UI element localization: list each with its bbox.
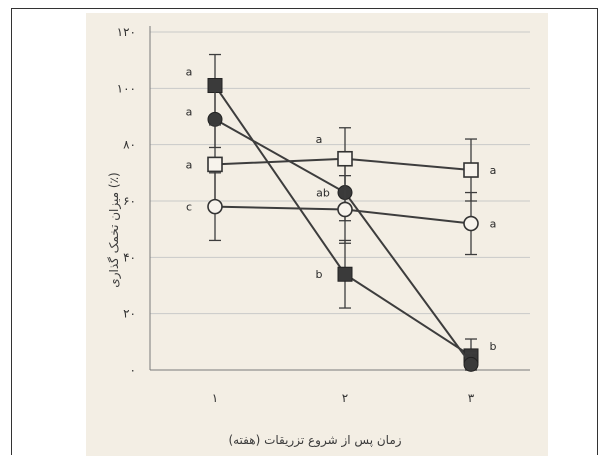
- y-tick-label: ۸۰: [123, 138, 136, 152]
- significance-label: a: [490, 164, 497, 177]
- significance-label: ab: [316, 187, 330, 200]
- x-tick-label: ۱: [212, 391, 218, 405]
- significance-label: a: [186, 105, 193, 118]
- y-tick-label: ۱۲۰: [117, 25, 136, 39]
- significance-label: a: [186, 158, 193, 171]
- data-point-square-open: [207, 156, 223, 173]
- data-point-square-open: [337, 150, 353, 167]
- series-open-circle: [207, 172, 479, 256]
- data-series: [207, 53, 479, 372]
- data-point-circle-open: [207, 198, 223, 215]
- significance-label: b: [490, 340, 497, 353]
- y-tick-label: ۴۰: [123, 250, 136, 264]
- data-point-square-filled: [337, 266, 353, 282]
- x-tick-labels: ۱ ۲ ۳: [212, 391, 475, 405]
- data-point-circle-filled: [463, 356, 479, 372]
- data-point-circle-filled: [207, 111, 223, 127]
- series-filled-square: [207, 53, 479, 371]
- x-tick-label: ۳: [468, 391, 475, 405]
- x-axis-title: زمان پس از شروع تزریقات (هفته): [228, 433, 401, 448]
- data-point-square-filled: [207, 78, 223, 94]
- y-tick-label: ۲۰: [123, 307, 136, 321]
- data-point-square-open: [463, 162, 479, 178]
- significance-label: a: [186, 66, 193, 79]
- data-point-circle-open: [463, 215, 479, 232]
- x-tick-label: ۲: [342, 391, 348, 405]
- y-tick-label: ۶۰: [123, 194, 136, 208]
- y-axis-title: میزان تخمک گذاری (٪): [107, 172, 122, 287]
- significance-label: b: [316, 268, 323, 281]
- data-point-circle-open: [337, 201, 353, 218]
- y-tick-label: ۱۰۰: [117, 81, 136, 95]
- significance-label: c: [186, 201, 192, 214]
- significance-label: a: [490, 218, 497, 231]
- y-tick-label: ۰: [130, 363, 136, 377]
- significance-label: a: [316, 133, 323, 146]
- y-tick-labels: ۰ ۲۰ ۴۰ ۶۰ ۸۰ ۱۰۰ ۱۲۰: [117, 25, 136, 377]
